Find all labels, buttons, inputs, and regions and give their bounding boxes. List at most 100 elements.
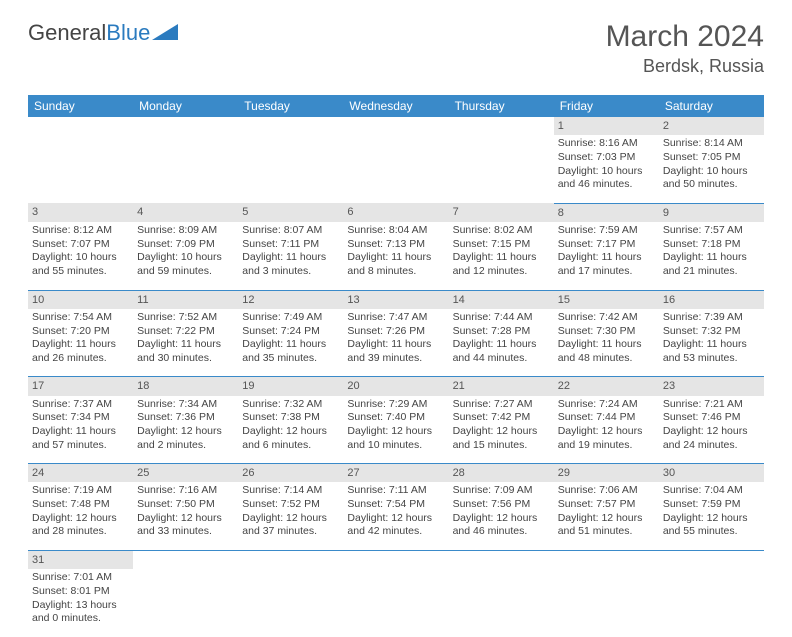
- day-cell: Sunrise: 8:09 AMSunset: 7:09 PMDaylight:…: [133, 222, 238, 290]
- daylight-text: and 53 minutes.: [663, 352, 760, 366]
- sunset-text: Sunset: 7:56 PM: [453, 498, 550, 512]
- sunrise-text: Sunrise: 7:57 AM: [663, 224, 760, 238]
- day-cell: Sunrise: 8:14 AMSunset: 7:05 PMDaylight:…: [659, 135, 764, 203]
- sunrise-text: Sunrise: 7:14 AM: [242, 484, 339, 498]
- day-cell: Sunrise: 7:21 AMSunset: 7:46 PMDaylight:…: [659, 396, 764, 464]
- sunset-text: Sunset: 7:13 PM: [347, 238, 444, 252]
- sunrise-text: Sunrise: 8:14 AM: [663, 137, 760, 151]
- daylight-text: Daylight: 12 hours: [32, 512, 129, 526]
- day-cell: Sunrise: 7:27 AMSunset: 7:42 PMDaylight:…: [449, 396, 554, 464]
- daylight-text: and 8 minutes.: [347, 265, 444, 279]
- day-number: 13: [343, 290, 448, 309]
- sunset-text: Sunset: 7:20 PM: [32, 325, 129, 339]
- sunset-text: Sunset: 7:42 PM: [453, 411, 550, 425]
- daylight-text: Daylight: 12 hours: [137, 512, 234, 526]
- daylight-text: and 19 minutes.: [558, 439, 655, 453]
- sunset-text: Sunset: 7:52 PM: [242, 498, 339, 512]
- daylight-text: Daylight: 11 hours: [32, 425, 129, 439]
- title-block: March 2024 Berdsk, Russia: [606, 20, 764, 77]
- sunset-text: Sunset: 7:05 PM: [663, 151, 760, 165]
- daylight-text: Daylight: 10 hours: [137, 251, 234, 265]
- daylight-text: and 50 minutes.: [663, 178, 760, 192]
- daylight-text: Daylight: 10 hours: [558, 165, 655, 179]
- day-number: 27: [343, 464, 448, 483]
- day-number: [449, 550, 554, 569]
- weekday-header: Saturday: [659, 95, 764, 117]
- day-cell: [449, 135, 554, 203]
- daylight-text: and 21 minutes.: [663, 265, 760, 279]
- brand-logo: GeneralBlue: [28, 20, 178, 46]
- day-number: [133, 550, 238, 569]
- day-number-row: 10111213141516: [28, 290, 764, 309]
- day-number: 11: [133, 290, 238, 309]
- day-data-row: Sunrise: 7:37 AMSunset: 7:34 PMDaylight:…: [28, 396, 764, 464]
- daylight-text: Daylight: 12 hours: [242, 512, 339, 526]
- daylight-text: and 35 minutes.: [242, 352, 339, 366]
- daylight-text: and 55 minutes.: [32, 265, 129, 279]
- daylight-text: and 15 minutes.: [453, 439, 550, 453]
- sunset-text: Sunset: 7:18 PM: [663, 238, 760, 252]
- daylight-text: Daylight: 12 hours: [242, 425, 339, 439]
- daylight-text: Daylight: 12 hours: [453, 425, 550, 439]
- day-cell: [659, 569, 764, 637]
- sunrise-text: Sunrise: 7:37 AM: [32, 398, 129, 412]
- sunrise-text: Sunrise: 8:16 AM: [558, 137, 655, 151]
- daylight-text: and 2 minutes.: [137, 439, 234, 453]
- day-number: 24: [28, 464, 133, 483]
- weekday-header: Tuesday: [238, 95, 343, 117]
- day-cell: Sunrise: 7:37 AMSunset: 7:34 PMDaylight:…: [28, 396, 133, 464]
- day-cell: Sunrise: 8:12 AMSunset: 7:07 PMDaylight:…: [28, 222, 133, 290]
- sunset-text: Sunset: 7:48 PM: [32, 498, 129, 512]
- daylight-text: and 24 minutes.: [663, 439, 760, 453]
- sunrise-text: Sunrise: 7:49 AM: [242, 311, 339, 325]
- month-title: March 2024: [606, 20, 764, 54]
- daylight-text: Daylight: 11 hours: [242, 251, 339, 265]
- sunset-text: Sunset: 7:22 PM: [137, 325, 234, 339]
- sunrise-text: Sunrise: 7:59 AM: [558, 224, 655, 238]
- daylight-text: Daylight: 10 hours: [663, 165, 760, 179]
- sunset-text: Sunset: 7:50 PM: [137, 498, 234, 512]
- day-cell: Sunrise: 7:19 AMSunset: 7:48 PMDaylight:…: [28, 482, 133, 550]
- sunset-text: Sunset: 7:09 PM: [137, 238, 234, 252]
- day-number: 26: [238, 464, 343, 483]
- daylight-text: and 26 minutes.: [32, 352, 129, 366]
- day-number: 8: [554, 203, 659, 222]
- sunrise-text: Sunrise: 7:27 AM: [453, 398, 550, 412]
- day-number-row: 24252627282930: [28, 464, 764, 483]
- day-number: 7: [449, 203, 554, 222]
- day-number: 9: [659, 203, 764, 222]
- calendar-table: Sunday Monday Tuesday Wednesday Thursday…: [28, 95, 764, 637]
- day-data-row: Sunrise: 7:01 AMSunset: 8:01 PMDaylight:…: [28, 569, 764, 637]
- day-number: 12: [238, 290, 343, 309]
- sunrise-text: Sunrise: 7:09 AM: [453, 484, 550, 498]
- daylight-text: and 37 minutes.: [242, 525, 339, 539]
- daylight-text: and 59 minutes.: [137, 265, 234, 279]
- day-cell: Sunrise: 7:34 AMSunset: 7:36 PMDaylight:…: [133, 396, 238, 464]
- day-number: 25: [133, 464, 238, 483]
- sunrise-text: Sunrise: 8:07 AM: [242, 224, 339, 238]
- weekday-header-row: Sunday Monday Tuesday Wednesday Thursday…: [28, 95, 764, 117]
- day-cell: Sunrise: 7:06 AMSunset: 7:57 PMDaylight:…: [554, 482, 659, 550]
- brand-part1: General: [28, 20, 106, 46]
- day-number: [343, 550, 448, 569]
- day-cell: Sunrise: 7:29 AMSunset: 7:40 PMDaylight:…: [343, 396, 448, 464]
- daylight-text: Daylight: 11 hours: [558, 251, 655, 265]
- sunrise-text: Sunrise: 7:21 AM: [663, 398, 760, 412]
- sunrise-text: Sunrise: 7:52 AM: [137, 311, 234, 325]
- day-number: 29: [554, 464, 659, 483]
- daylight-text: Daylight: 12 hours: [453, 512, 550, 526]
- daylight-text: and 55 minutes.: [663, 525, 760, 539]
- day-number: 10: [28, 290, 133, 309]
- logo-triangle-icon: [152, 20, 178, 46]
- sunset-text: Sunset: 7:54 PM: [347, 498, 444, 512]
- day-cell: Sunrise: 7:47 AMSunset: 7:26 PMDaylight:…: [343, 309, 448, 377]
- day-cell: [238, 135, 343, 203]
- sunrise-text: Sunrise: 7:39 AM: [663, 311, 760, 325]
- sunrise-text: Sunrise: 7:11 AM: [347, 484, 444, 498]
- day-number: 22: [554, 377, 659, 396]
- sunrise-text: Sunrise: 8:02 AM: [453, 224, 550, 238]
- brand-part2: Blue: [106, 20, 150, 46]
- sunset-text: Sunset: 7:28 PM: [453, 325, 550, 339]
- day-number: [449, 117, 554, 135]
- day-cell: Sunrise: 7:14 AMSunset: 7:52 PMDaylight:…: [238, 482, 343, 550]
